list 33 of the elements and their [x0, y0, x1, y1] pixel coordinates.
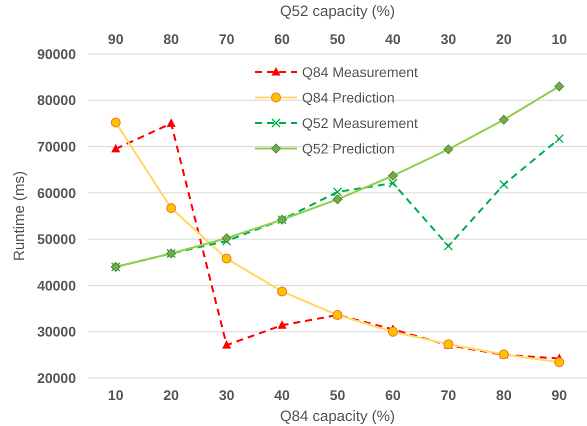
y-tick-label: 60000: [37, 184, 76, 201]
x2-tick-label: 90: [108, 31, 124, 47]
x-tick-label: 50: [330, 387, 346, 403]
x2-tick-label: 30: [440, 31, 456, 47]
x-tick-label: 20: [163, 387, 180, 403]
x-tick-label: 40: [274, 387, 290, 403]
legend-label: Q84 Measurement: [302, 64, 418, 80]
y-tick-label: 70000: [37, 138, 76, 154]
y-tick-label: 50000: [37, 231, 76, 248]
x2-tick-label: 10: [551, 31, 568, 47]
x2-tick-label: 50: [330, 31, 346, 47]
x2-tick-label: 40: [385, 31, 401, 47]
x-tick-label: 80: [496, 387, 512, 403]
x-tick-label: 90: [551, 387, 568, 403]
x-tick-label: 30: [218, 387, 235, 403]
x2-tick-label: 70: [218, 31, 235, 47]
y-tick-label: 20000: [37, 370, 76, 386]
x2-tick-label: 80: [163, 31, 180, 47]
legend-label: Q84 Prediction: [302, 89, 395, 106]
y-tick-label: 30000: [37, 324, 76, 340]
x2-tick-label: 60: [274, 31, 290, 47]
x-axis-title: Q84 capacity (%): [280, 408, 396, 425]
y-tick-label: 90000: [37, 46, 76, 62]
y-tick-label: 40000: [37, 277, 76, 294]
legend-label: Q52 Measurement: [302, 114, 418, 131]
x2-tick-label: 20: [496, 31, 512, 47]
y-axis-title: Runtime (ms): [11, 170, 28, 262]
y-tick-label: 80000: [37, 92, 76, 108]
x-tick-label: 70: [440, 387, 456, 403]
x-tick-label: 10: [108, 387, 124, 403]
x-tick-label: 60: [385, 387, 401, 403]
legend-label: Q52 Prediction: [302, 140, 395, 156]
x2-axis-title: Q52 capacity (%): [280, 3, 396, 20]
